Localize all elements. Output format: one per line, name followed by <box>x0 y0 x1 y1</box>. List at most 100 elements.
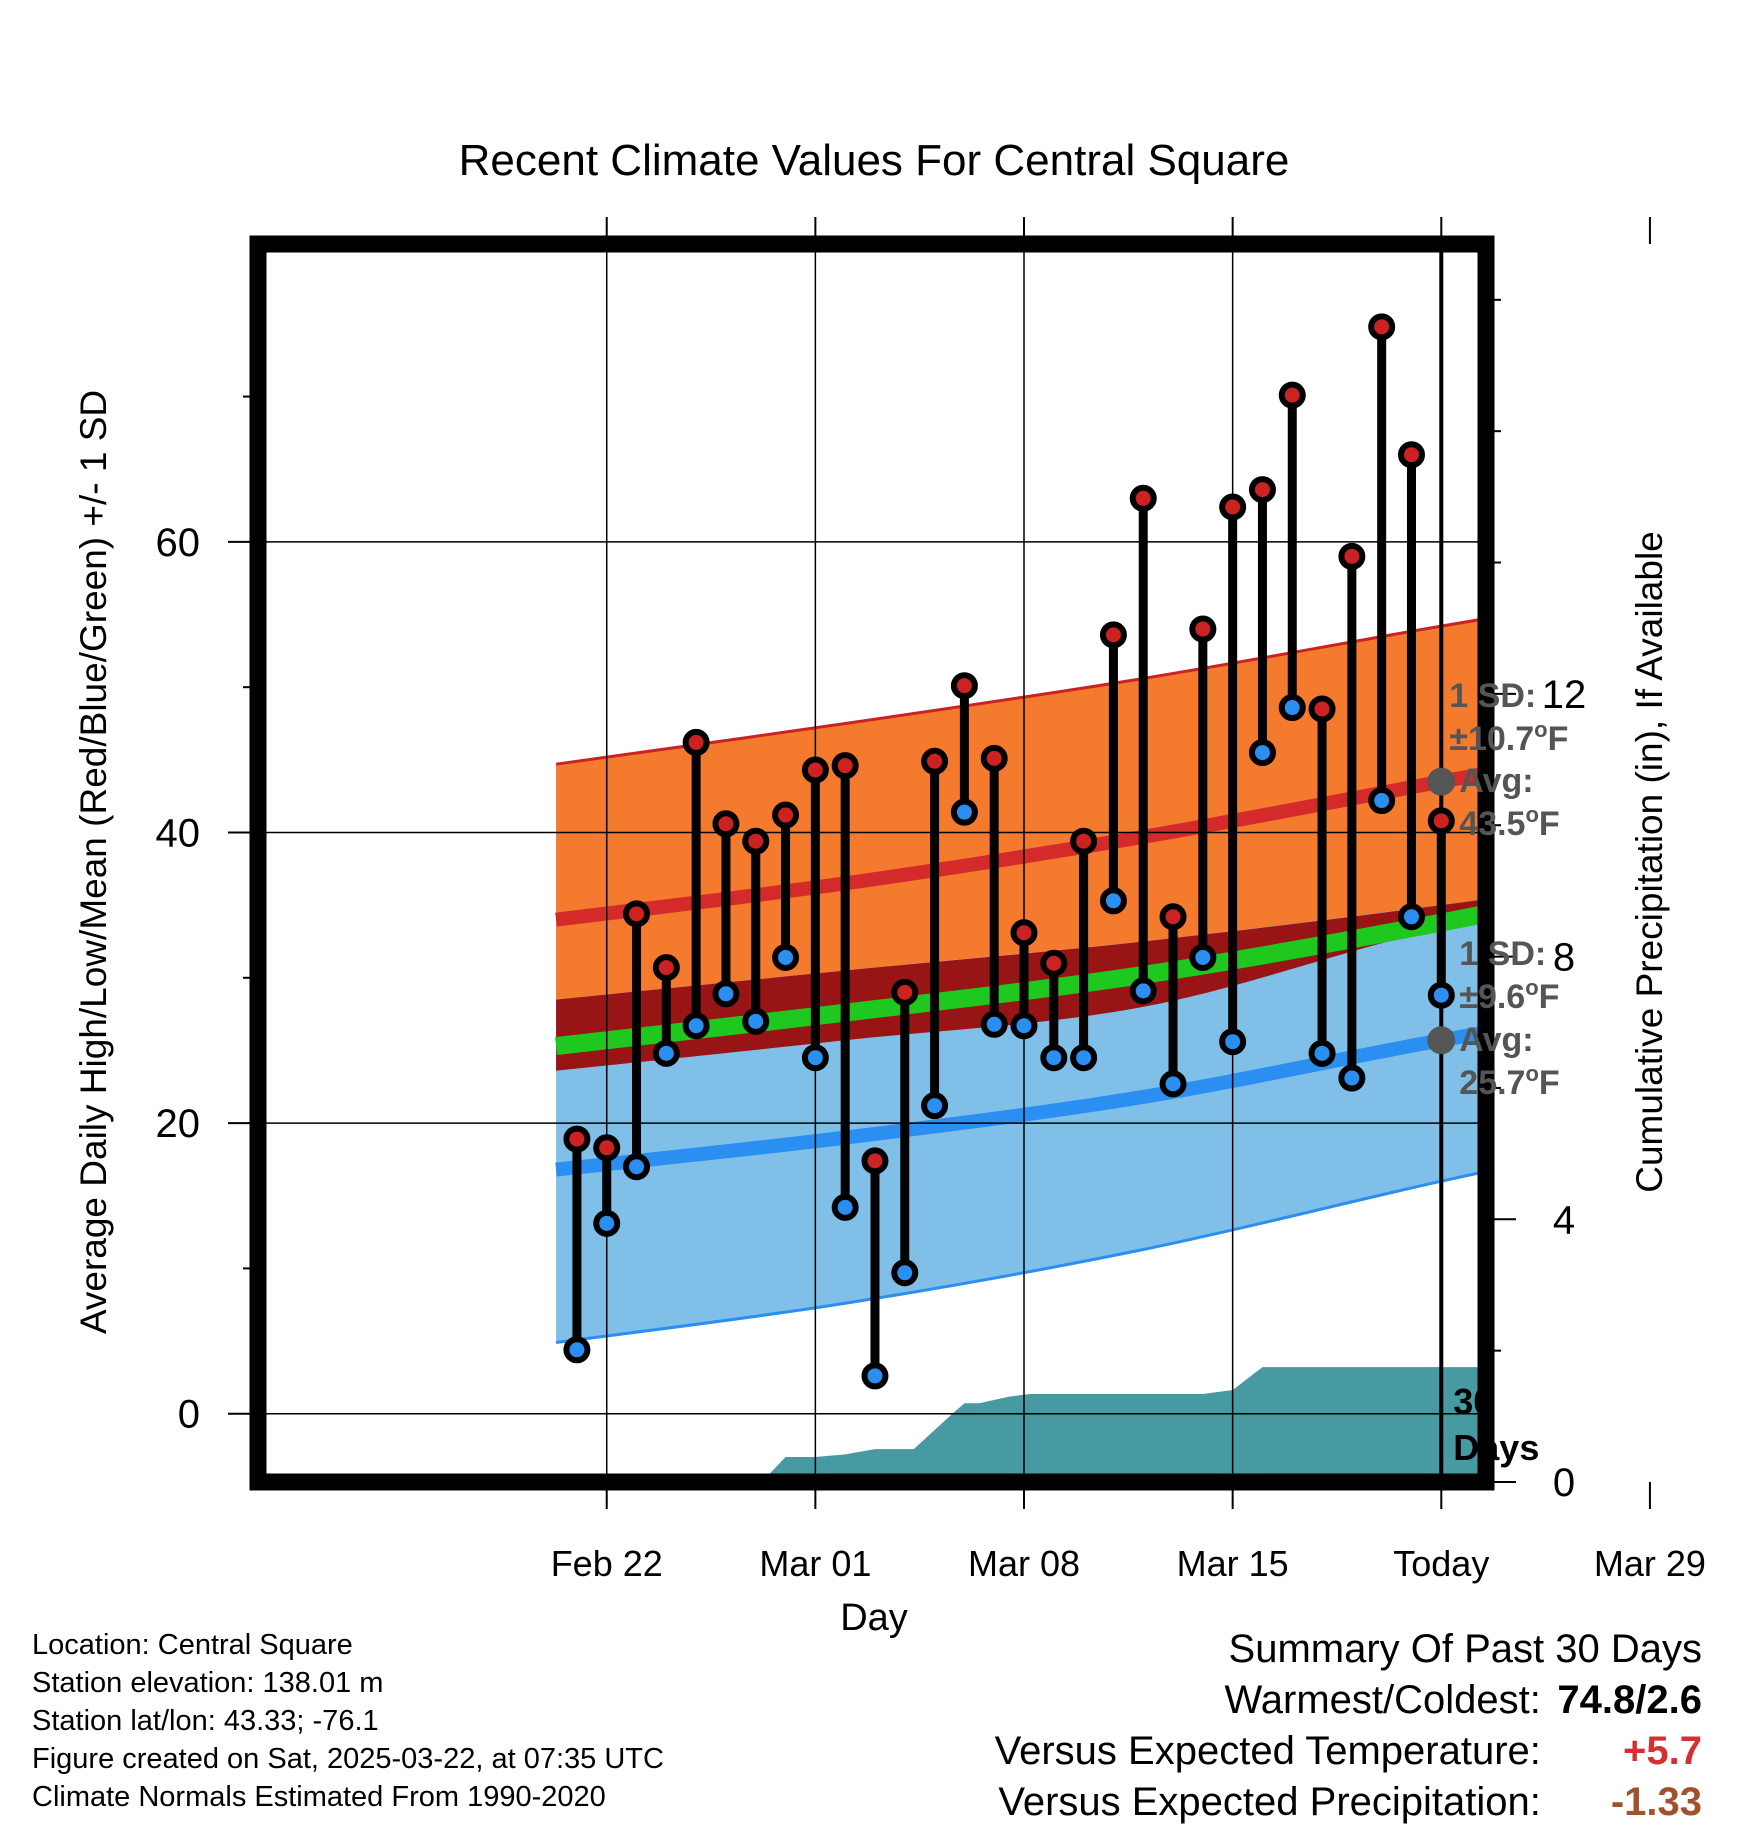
low-point-day-19 <box>1099 887 1127 915</box>
high-point-day-9 <box>801 756 829 784</box>
daily-range-stems <box>572 326 1446 1376</box>
high-point-day-28 <box>1368 313 1396 341</box>
low-point-day-25 <box>1278 694 1306 722</box>
low-sd-label: 1 SD: <box>1459 935 1546 973</box>
y-tick-label-20: 20 <box>156 1102 201 1146</box>
elevation-text: Station elevation: 138.01 m <box>32 1667 384 1699</box>
high-point-day-22 <box>1189 615 1217 643</box>
high-point-day-27 <box>1338 542 1366 570</box>
low-sd-lower-line <box>555 1169 1486 1344</box>
high-avg-marker <box>1427 767 1456 796</box>
high-point-day-17 <box>1040 949 1068 977</box>
low-point-day-20 <box>1129 977 1157 1005</box>
low-point-day-21 <box>1159 1070 1187 1098</box>
y2-tick-label-0: 0 <box>1553 1461 1575 1505</box>
low-point-day-13 <box>921 1092 949 1120</box>
high-point-day-18 <box>1070 827 1098 855</box>
low-point-day-23 <box>1219 1028 1247 1056</box>
high-point-day-5 <box>682 728 710 756</box>
low-point-day-4 <box>652 1039 680 1067</box>
precip-value: -1.33 <box>1610 1780 1702 1824</box>
precip-label: Versus Expected Precipitation: <box>998 1780 1541 1824</box>
y2-tick-label-12: 12 <box>1542 673 1587 717</box>
high-point-day-11 <box>861 1147 889 1175</box>
high-point-day-14 <box>950 672 978 700</box>
low-sd-value: ±9.6oF <box>1459 975 1559 1016</box>
low-point-day-1 <box>563 1336 591 1364</box>
low-point-day-29 <box>1397 903 1425 931</box>
daily-points <box>563 313 1455 1390</box>
y2-tick-label-4: 4 <box>1553 1198 1575 1242</box>
high-point-day-7 <box>742 827 770 855</box>
high-point-day-12 <box>891 978 919 1006</box>
location-text: Location: Central Square <box>32 1629 353 1661</box>
high-point-day-20 <box>1129 484 1157 512</box>
precip-area <box>556 1367 1486 1482</box>
y2-axis-label: Cumulative Precipitation (in), If Availa… <box>1629 531 1670 1193</box>
x-tick-label-mar-08: Mar 08 <box>968 1543 1080 1584</box>
chart-title: Recent Climate Values For Central Square <box>459 136 1290 185</box>
summary-panel: Summary Of Past 30 Days Warmest/Coldest:… <box>995 1624 1702 1828</box>
low-point-day-3 <box>623 1153 651 1181</box>
y-tick-label-60: 60 <box>156 521 201 565</box>
high-point-day-10 <box>831 752 859 780</box>
high-point-day-23 <box>1219 493 1247 521</box>
low-point-day-22 <box>1189 943 1217 971</box>
high-point-day-1 <box>563 1125 591 1153</box>
high-point-day-3 <box>623 900 651 928</box>
x-axis-label: Day <box>840 1597 908 1639</box>
high-point-day-6 <box>712 810 740 838</box>
x-tick-label-mar-01: Mar 01 <box>759 1543 871 1584</box>
high-point-day-21 <box>1159 903 1187 931</box>
y-axis-label: Average Daily High/Low/Mean (Red/Blue/Gr… <box>73 390 114 1334</box>
low-point-day-24 <box>1248 739 1276 767</box>
high-point-day-13 <box>921 747 949 775</box>
high-point-day-15 <box>980 744 1008 772</box>
low-mean-line <box>555 1025 1486 1177</box>
x-tick-label-feb-22: Feb 22 <box>551 1543 663 1584</box>
summary-warmest-coldest: Warmest/Coldest: 74.8/2.6 <box>995 1675 1703 1726</box>
high-point-day-29 <box>1397 441 1425 469</box>
low-point-day-10 <box>831 1193 859 1221</box>
low-point-day-26 <box>1308 1039 1336 1067</box>
latlon-text: Station lat/lon: 43.33; -76.1 <box>32 1705 379 1737</box>
low-point-day-18 <box>1070 1044 1098 1072</box>
high-point-day-30 <box>1427 807 1455 835</box>
high-point-day-2 <box>593 1134 621 1162</box>
low-point-day-12 <box>891 1259 919 1287</box>
low-point-day-9 <box>801 1044 829 1072</box>
summary-title: Summary Of Past 30 Days <box>1228 1627 1702 1671</box>
low-point-day-30 <box>1427 981 1455 1009</box>
created-text: Figure created on Sat, 2025-03-22, at 07… <box>32 1743 664 1775</box>
low-point-day-7 <box>742 1007 770 1035</box>
low-point-day-5 <box>682 1012 710 1040</box>
low-avg-marker <box>1427 1026 1456 1055</box>
high-point-day-25 <box>1278 381 1306 409</box>
summary-temp: Versus Expected Temperature: +5.7 <box>995 1726 1702 1777</box>
warmest-coldest-label: Warmest/Coldest: <box>1224 1678 1541 1722</box>
x-tick-label-mar-29: Mar 29 <box>1594 1543 1706 1584</box>
high-point-day-19 <box>1099 621 1127 649</box>
y-tick-label-0: 0 <box>178 1393 200 1437</box>
low-point-day-8 <box>772 943 800 971</box>
low-avg-value: 25.7oF <box>1459 1061 1559 1102</box>
high-point-day-16 <box>1010 919 1038 947</box>
high-avg-value: 43.5oF <box>1459 802 1559 843</box>
axis-labels: Feb 22 Mar 01 Mar 08 Mar 15 Today Mar 2902040… <box>156 521 1706 1584</box>
low-point-day-2 <box>593 1209 621 1237</box>
axis-ticks <box>228 217 1651 1509</box>
plot-frame <box>249 235 1495 1491</box>
plot-border <box>249 235 1495 1491</box>
temp-value: +5.7 <box>1623 1729 1702 1773</box>
y-tick-label-40: 40 <box>156 811 201 855</box>
low-avg-label: Avg: <box>1459 1021 1533 1059</box>
precip-area-layer <box>556 1367 1486 1482</box>
high-point-day-4 <box>652 954 680 982</box>
low-point-day-11 <box>861 1362 889 1390</box>
high-avg-label: Avg: <box>1459 762 1533 800</box>
high-point-day-8 <box>772 801 800 829</box>
y2-tick-label-8: 8 <box>1553 936 1575 980</box>
station-info: Location: Central Square Station elevati… <box>32 1626 664 1816</box>
